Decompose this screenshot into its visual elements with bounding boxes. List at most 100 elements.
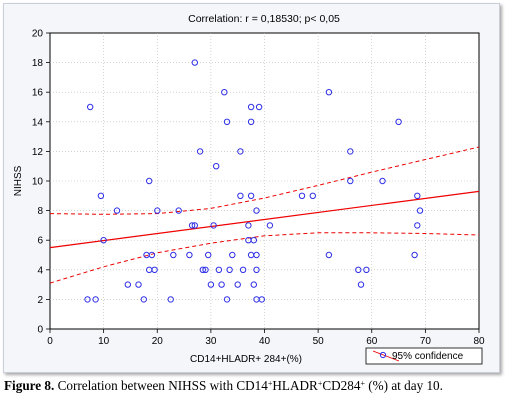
- data-point: [170, 251, 177, 259]
- data-point: [253, 251, 260, 259]
- y-tick-label: 2: [37, 295, 43, 306]
- data-point: [196, 148, 204, 155]
- x-tick-label: 70: [420, 336, 432, 347]
- data-point: [87, 103, 94, 111]
- data-point: [253, 207, 260, 214]
- y-tick-label: 20: [32, 29, 44, 40]
- x-tick-label: 60: [366, 336, 378, 347]
- data-point: [191, 222, 199, 229]
- data-point: [258, 296, 265, 303]
- data-point: [154, 207, 161, 214]
- data-point: [218, 281, 225, 288]
- data-point: [100, 237, 107, 244]
- legend: 95% confidence: [365, 347, 483, 365]
- data-point: [347, 148, 354, 155]
- caption-sup-1: +: [267, 379, 273, 388]
- data-point: [255, 103, 263, 111]
- data-points: [84, 59, 424, 303]
- data-point: [247, 103, 255, 111]
- y-tick-label: 4: [37, 265, 43, 276]
- data-point: [414, 222, 421, 229]
- data-point: [250, 281, 258, 288]
- x-tick-label: 0: [47, 336, 53, 347]
- data-point: [186, 251, 193, 259]
- data-point: [237, 148, 244, 155]
- data-point: [213, 163, 220, 170]
- confidence-upper-line: [49, 146, 480, 215]
- y-tick-label: 12: [32, 147, 44, 158]
- caption-text-before: Correlation between NIHSS with CD14: [54, 378, 268, 393]
- grid-lines: [50, 33, 479, 329]
- data-point: [113, 207, 121, 214]
- data-point: [135, 281, 142, 288]
- plot-area: [49, 32, 480, 330]
- regression-line: [49, 190, 480, 249]
- legend-line: [372, 350, 400, 362]
- y-tick-label: 6: [37, 236, 43, 247]
- x-tick-label: 80: [473, 336, 485, 347]
- data-point: [221, 89, 228, 96]
- x-tick-label: 50: [313, 336, 325, 347]
- caption-sup-3: +: [360, 379, 365, 388]
- data-point: [148, 251, 156, 259]
- caption-text-after: (%) at day 10.: [364, 378, 443, 393]
- data-point: [92, 296, 99, 303]
- confidence-lower-line: [49, 232, 480, 284]
- data-point: [215, 266, 223, 273]
- y-tick-label: 14: [32, 117, 44, 128]
- data-point: [395, 118, 402, 126]
- data-point: [237, 192, 244, 200]
- legend-marker: [379, 351, 387, 359]
- y-axis-ticks: 0 2 4 6 8 10 12 14 16 18 20: [32, 29, 50, 336]
- data-point: [191, 59, 199, 66]
- data-point: [309, 192, 316, 200]
- data-point: [239, 266, 247, 273]
- figure-caption: Figure 8. Correlation between NIHSS with…: [4, 378, 504, 394]
- data-point: [298, 192, 306, 200]
- data-point: [250, 237, 258, 244]
- data-point: [210, 222, 217, 229]
- data-point: [146, 177, 153, 185]
- data-point: [229, 251, 236, 259]
- data-point: [414, 192, 421, 200]
- data-point: [140, 296, 148, 303]
- caption-sup-2: +: [317, 379, 323, 388]
- legend-box: [365, 347, 483, 365]
- chart-title: Correlation: r = 0,18530; p< 0,05: [188, 13, 340, 25]
- data-point: [357, 281, 365, 288]
- data-point: [202, 266, 209, 273]
- x-tick-label: 40: [259, 336, 271, 347]
- y-tick-label: 10: [32, 177, 44, 188]
- data-point: [199, 266, 207, 273]
- y-axis-title: NIHSS: [13, 165, 24, 196]
- data-point: [325, 251, 333, 259]
- data-point: [84, 296, 91, 303]
- y-tick-label: 0: [37, 325, 43, 336]
- data-point: [245, 222, 252, 229]
- data-point: [151, 266, 158, 273]
- data-point: [175, 207, 182, 214]
- data-point: [124, 281, 132, 288]
- data-point: [97, 192, 105, 200]
- data-point: [379, 177, 386, 185]
- data-point: [363, 266, 370, 273]
- data-point: [247, 192, 255, 200]
- x-tick-label: 10: [98, 336, 110, 347]
- caption-mid-1: HLADR: [272, 378, 318, 393]
- data-point: [347, 177, 354, 185]
- data-point: [226, 266, 233, 273]
- data-point: [223, 296, 231, 303]
- data-point: [416, 207, 424, 214]
- legend-label: 95% confidence: [392, 351, 464, 362]
- y-tick-label: 16: [32, 88, 44, 99]
- data-point: [247, 118, 255, 126]
- confidence-bands: [49, 146, 480, 284]
- data-point: [205, 251, 212, 259]
- data-point: [325, 89, 333, 96]
- y-tick-label: 8: [37, 206, 43, 217]
- data-point: [355, 266, 362, 273]
- regression-line-group: [49, 190, 480, 249]
- data-point: [266, 222, 274, 229]
- caption-mid-2: CD284: [322, 378, 361, 393]
- data-point: [188, 222, 196, 229]
